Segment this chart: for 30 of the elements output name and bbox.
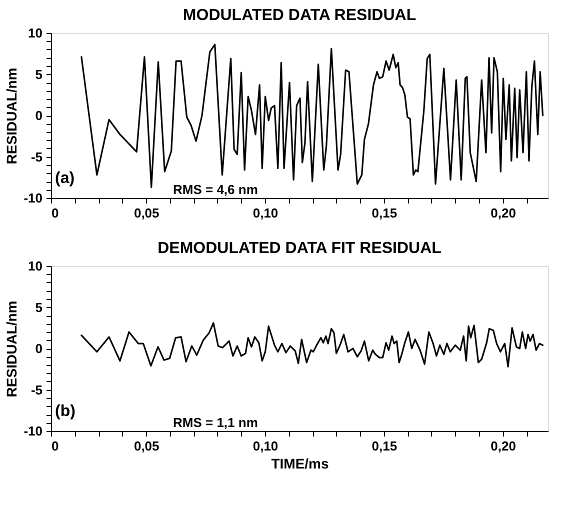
x-tick-label: 0,05 (134, 438, 160, 454)
x-tick-label: 0,20 (490, 438, 516, 454)
x-axis-title: TIME/ms (271, 456, 329, 472)
y-axis-title: RESIDUAL/nm (4, 68, 20, 164)
annotation: (b) (55, 403, 76, 420)
y-tick-label: 10 (28, 258, 42, 274)
x-tick-label: 0,20 (490, 206, 516, 220)
annotation: RMS = 1,1 nm (173, 414, 258, 430)
annotation: RMS = 4,6 nm (173, 182, 258, 197)
y-tick-label: -10 (24, 424, 42, 438)
y-tick-label: 10 (28, 26, 42, 40)
x-tick-label: 0,15 (372, 206, 398, 220)
x-tick-label: 0,10 (252, 206, 278, 220)
y-tick-label: 5 (35, 300, 42, 315)
x-tick-label: 0 (52, 206, 59, 220)
x-tick-label: 0,15 (372, 438, 398, 454)
y-tick-label: -5 (30, 149, 42, 164)
y-tick-label: -10 (24, 190, 42, 206)
chart-title: MODULATED DATA RESIDUAL (182, 7, 416, 24)
x-tick-label: 0,05 (134, 206, 160, 220)
y-tick-label: 5 (35, 66, 42, 82)
y-axis-title: RESIDUAL/nm (4, 300, 20, 398)
y-tick-label: -5 (30, 382, 42, 398)
y-tick-label: 0 (35, 108, 42, 123)
x-tick-label: 0 (52, 438, 59, 454)
chart-title: DEMODULATED DATA FIT RESIDUAL (158, 240, 442, 257)
annotation: (a) (55, 170, 75, 188)
line-series (80, 322, 544, 368)
y-tick-label: 0 (35, 341, 42, 356)
x-tick-label: 0,10 (252, 438, 278, 454)
